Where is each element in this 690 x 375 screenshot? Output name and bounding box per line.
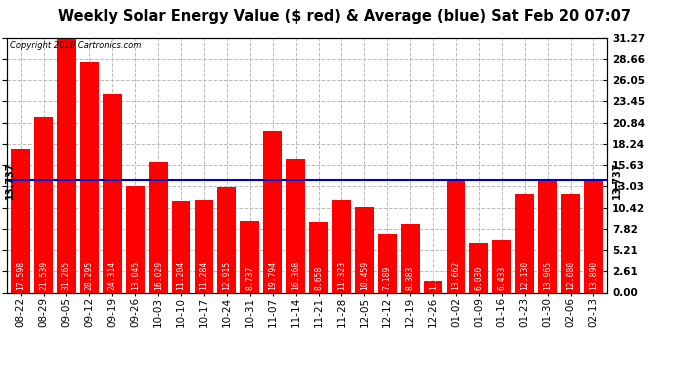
Text: 7.189: 7.189 bbox=[383, 266, 392, 290]
Text: 6.030: 6.030 bbox=[475, 266, 484, 290]
Text: 6.433: 6.433 bbox=[497, 266, 506, 290]
Text: 10.459: 10.459 bbox=[359, 261, 369, 290]
Text: 1.364: 1.364 bbox=[428, 266, 437, 290]
Text: 13.737: 13.737 bbox=[5, 162, 14, 199]
Text: 11.284: 11.284 bbox=[199, 261, 208, 290]
Text: 28.295: 28.295 bbox=[85, 261, 94, 290]
Text: Weekly Solar Energy Value ($ red) & Average (blue) Sat Feb 20 07:07: Weekly Solar Energy Value ($ red) & Aver… bbox=[59, 9, 631, 24]
Bar bbox=[584, 179, 603, 292]
Text: 11.323: 11.323 bbox=[337, 261, 346, 290]
Bar bbox=[401, 224, 420, 292]
Text: 21.539: 21.539 bbox=[39, 261, 48, 290]
Text: Copyright 2010 Cartronics.com: Copyright 2010 Cartronics.com bbox=[10, 41, 141, 50]
Text: 13.662: 13.662 bbox=[451, 261, 460, 290]
Text: 8.658: 8.658 bbox=[314, 266, 323, 290]
Bar bbox=[332, 200, 351, 292]
Bar bbox=[355, 207, 374, 292]
Bar bbox=[195, 201, 213, 292]
Bar bbox=[103, 94, 121, 292]
Text: 17.598: 17.598 bbox=[16, 261, 25, 290]
Bar bbox=[240, 221, 259, 292]
Bar bbox=[217, 187, 236, 292]
Bar bbox=[126, 186, 145, 292]
Text: 12.080: 12.080 bbox=[566, 261, 575, 290]
Bar bbox=[538, 178, 557, 292]
Bar bbox=[493, 240, 511, 292]
Bar bbox=[378, 234, 397, 292]
Bar bbox=[424, 281, 442, 292]
Bar bbox=[446, 181, 465, 292]
Bar bbox=[264, 131, 282, 292]
Text: 24.314: 24.314 bbox=[108, 261, 117, 290]
Bar bbox=[80, 62, 99, 292]
Bar bbox=[469, 243, 489, 292]
Bar bbox=[515, 194, 534, 292]
Bar bbox=[172, 201, 190, 292]
Text: 13.890: 13.890 bbox=[589, 261, 598, 290]
Bar bbox=[309, 222, 328, 292]
Text: 16.368: 16.368 bbox=[291, 261, 300, 290]
Text: 12.915: 12.915 bbox=[222, 261, 231, 290]
Text: 13.737: 13.737 bbox=[612, 162, 622, 199]
Bar bbox=[57, 38, 76, 292]
Bar bbox=[11, 149, 30, 292]
Bar bbox=[34, 117, 53, 292]
Text: 13.965: 13.965 bbox=[543, 261, 552, 290]
Text: 31.265: 31.265 bbox=[62, 261, 71, 290]
Text: 8.383: 8.383 bbox=[406, 266, 415, 290]
Bar bbox=[286, 159, 305, 292]
Text: 11.204: 11.204 bbox=[177, 261, 186, 290]
Bar bbox=[561, 194, 580, 292]
Text: 13.045: 13.045 bbox=[130, 261, 139, 290]
Text: 19.794: 19.794 bbox=[268, 261, 277, 290]
Text: 12.130: 12.130 bbox=[520, 261, 529, 290]
Text: 16.029: 16.029 bbox=[154, 261, 163, 290]
Text: 8.737: 8.737 bbox=[245, 266, 255, 290]
Bar bbox=[149, 162, 168, 292]
